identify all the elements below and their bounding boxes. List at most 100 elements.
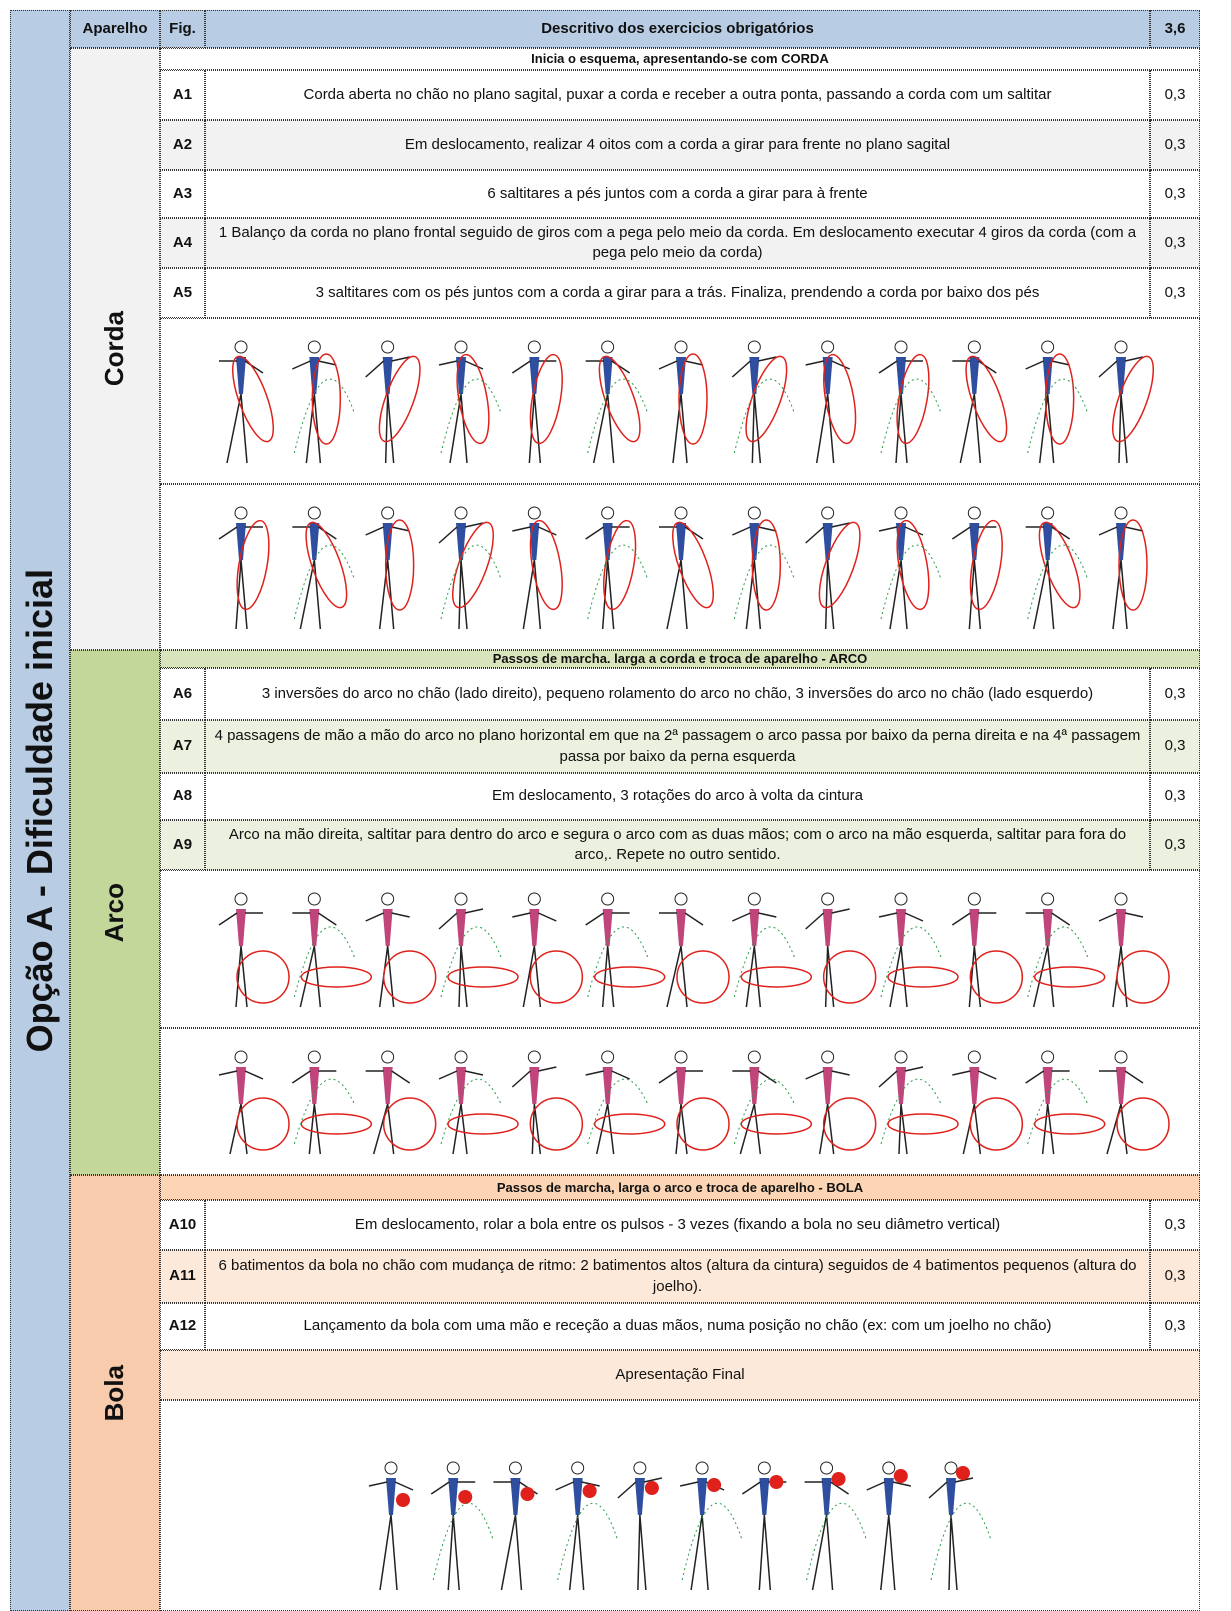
figure-torso <box>1042 909 1053 946</box>
movement-arrow <box>587 378 649 454</box>
figure-limbs <box>430 1481 476 1591</box>
movement-arrow <box>1027 378 1089 454</box>
figure-torso <box>883 1478 894 1515</box>
ball <box>520 1487 535 1501</box>
figure-head <box>1041 892 1055 906</box>
figure-head <box>234 506 248 520</box>
rope <box>965 355 1008 443</box>
figure-torso <box>529 909 540 946</box>
figure-head <box>821 892 835 906</box>
rope <box>598 355 641 443</box>
ball <box>458 1490 473 1504</box>
figure-limbs <box>292 526 337 630</box>
movement-arrow <box>806 1502 868 1581</box>
figure-limbs <box>732 912 777 1008</box>
figure-head <box>1041 506 1055 520</box>
figure-head <box>307 506 321 520</box>
exercise-fig-text: A5 <box>172 283 193 301</box>
exercise-fig: A3 <box>160 170 205 218</box>
figure-limbs <box>368 1481 414 1591</box>
movement-arrow <box>1027 926 1089 998</box>
section-intro-text: Inicia o esquema, apresentando-se com CO… <box>531 51 829 67</box>
exercise-text-text: 1 Balanço da corda no plano frontal segu… <box>218 223 1137 261</box>
apparatus-label-text: Arco <box>99 882 130 943</box>
illustration-cell <box>160 484 1200 650</box>
apparatus-label: Bola <box>70 1175 160 1611</box>
figure-torso <box>969 523 980 560</box>
figure-limbs <box>805 908 850 1008</box>
figure-head <box>674 1050 688 1064</box>
exercise-fig: A5 <box>160 268 205 318</box>
figure-limbs <box>731 356 777 464</box>
movement-arrow <box>440 544 502 620</box>
movement-arrow <box>733 1078 795 1145</box>
exercise-fig: A6 <box>160 668 205 720</box>
exercise-score: 0,3 <box>1150 70 1200 120</box>
figure-head <box>446 1461 460 1475</box>
exercise-text-text: 6 batimentos da bola no chão com mudança… <box>218 1257 1137 1295</box>
illustration <box>219 340 1154 464</box>
figure-torso <box>572 1478 583 1515</box>
exercise-fig: A12 <box>160 1303 205 1350</box>
figure-torso <box>896 909 906 946</box>
closing-row-text: Apresentação Final <box>615 1365 745 1383</box>
figure-limbs <box>617 1477 663 1591</box>
movement-arrow <box>440 1078 502 1145</box>
exercise-score-text: 0,3 <box>1164 684 1186 702</box>
ball <box>956 1466 970 1480</box>
figure-limbs <box>1098 526 1144 630</box>
figure-head <box>894 892 908 906</box>
exercise-text: Arco na mão direita, saltitar para dentr… <box>205 820 1150 870</box>
movement-arrow <box>557 1502 619 1581</box>
figure-head <box>821 506 835 520</box>
movement-arrow <box>587 926 649 998</box>
figure-head <box>1114 1050 1128 1064</box>
figure-torso <box>1042 1067 1053 1104</box>
figure-head <box>307 1050 321 1064</box>
section-intro: Inicia o esquema, apresentando-se com CO… <box>160 48 1200 70</box>
movement-arrow <box>293 926 355 998</box>
figure-torso <box>676 1067 686 1104</box>
movement-arrow <box>880 926 942 998</box>
exercise-fig: A11 <box>160 1250 205 1303</box>
exercise-text-text: Arco na mão direita, saltitar para dentr… <box>228 825 1127 863</box>
exercise-fig: A8 <box>160 773 205 820</box>
figure-limbs <box>951 526 997 630</box>
figure-limbs <box>805 522 850 630</box>
figure-torso <box>969 1067 980 1104</box>
figure-limbs <box>493 1481 538 1591</box>
exercise-text-text: Corda aberta no chão no plano sagital, p… <box>303 85 1052 103</box>
figure-head <box>454 1050 468 1064</box>
exercise-score: 0,3 <box>1150 170 1200 218</box>
figure-head <box>381 506 395 520</box>
figure-torso <box>1116 357 1126 394</box>
figure-head <box>1114 506 1128 520</box>
figure-head <box>674 340 688 354</box>
movement-arrow <box>733 544 795 620</box>
figure-limbs <box>1025 526 1071 630</box>
movement-arrow <box>880 378 942 454</box>
figure-limbs <box>585 360 631 464</box>
exercise-score: 0,3 <box>1150 668 1200 720</box>
figure-torso <box>634 1478 645 1515</box>
illustration <box>368 1461 992 1591</box>
figure-limbs <box>928 1477 974 1591</box>
figure-head <box>747 1050 761 1064</box>
figure-limbs <box>741 1481 787 1591</box>
figure-limbs <box>512 912 557 1008</box>
rope <box>603 519 637 611</box>
figure-limbs <box>659 526 704 630</box>
figure-limbs <box>438 1070 484 1155</box>
exercise-text: Em deslocamento, 3 rotações do arco à vo… <box>205 773 1150 820</box>
movement-arrow <box>880 1078 942 1145</box>
figure-torso <box>236 523 246 560</box>
exercise-score-text: 0,3 <box>1164 1267 1186 1285</box>
rope <box>678 353 708 445</box>
movement-arrow <box>432 1502 494 1581</box>
figure-torso <box>1116 1067 1126 1104</box>
figure-head <box>747 892 761 906</box>
movement-arrow <box>587 1078 649 1145</box>
figure-torso <box>309 909 320 946</box>
figure-head <box>1114 892 1128 906</box>
rope <box>236 519 270 611</box>
